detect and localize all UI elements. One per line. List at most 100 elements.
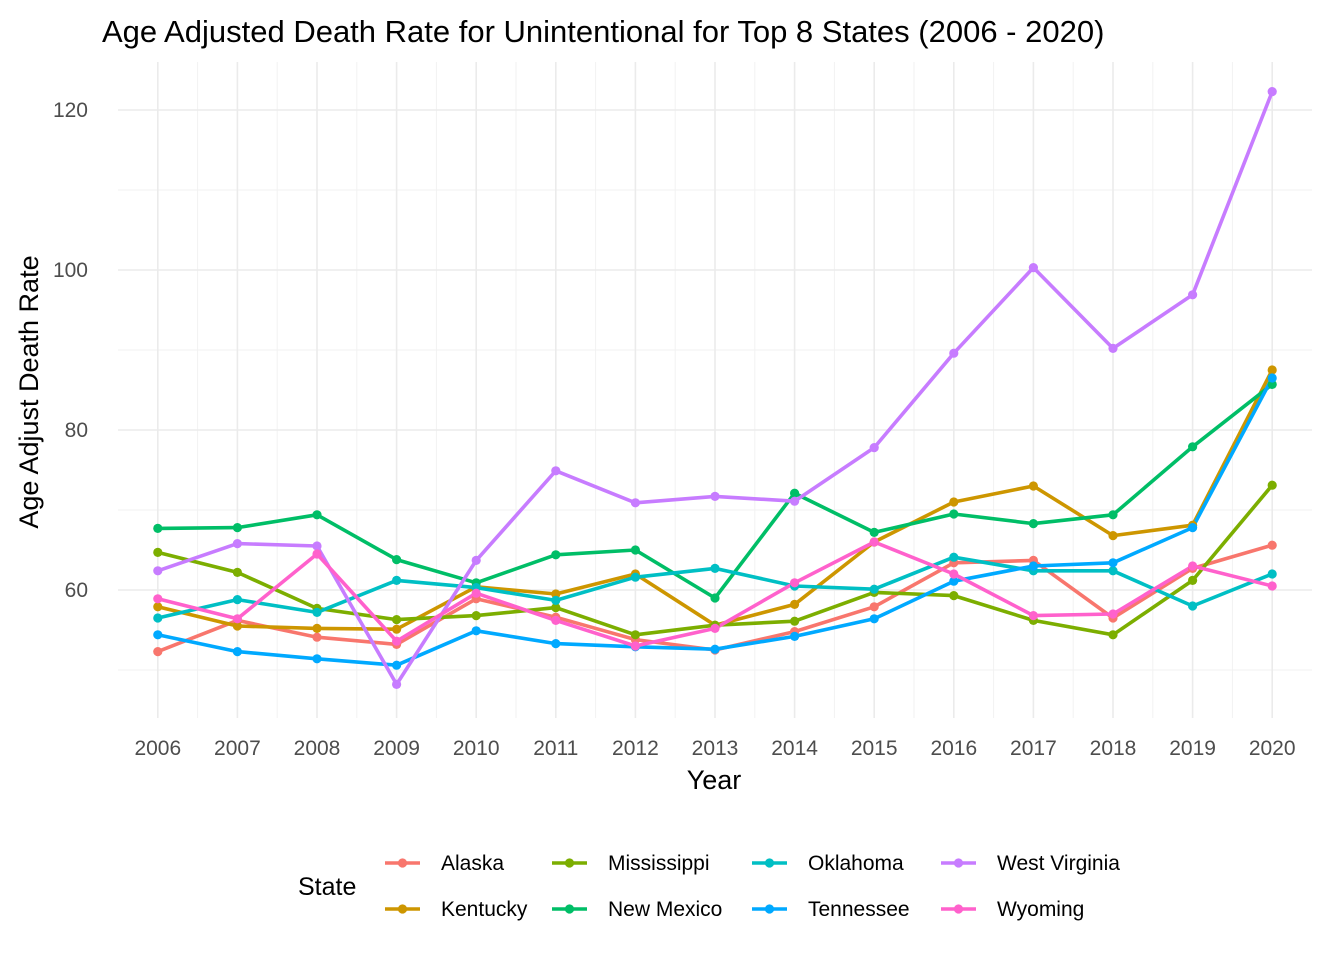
data-point-kentucky (392, 624, 402, 634)
legend: State Alaska Kentucky Mississippi New Mexic… (298, 852, 1120, 921)
data-point-oklahoma (312, 607, 322, 618)
legend-label-oklahoma: Oklahoma (808, 852, 904, 875)
x-tick-label: 2008 (294, 737, 341, 760)
data-point-oklahoma (232, 595, 242, 605)
data-point-wyoming (232, 614, 242, 624)
data-point-kentucky (790, 599, 800, 610)
data-point-west-virginia (630, 498, 641, 508)
y-tick-label: 60 (65, 579, 88, 602)
data-point-new-mexico (551, 550, 561, 560)
data-point-wyoming (949, 569, 959, 579)
legend-key-point-kentucky (397, 904, 408, 914)
legend-key-point-west-virginia (953, 858, 964, 868)
legend-key-point-mississippi (564, 858, 575, 868)
axis-ticks: 2006 2007 2008 2009 2010 2011 2012 2013 2014 2015… (53, 99, 1296, 760)
data-point-wyoming (392, 636, 402, 646)
x-tick-label: 2015 (851, 737, 898, 760)
x-tick-label: 2017 (1010, 737, 1057, 760)
data-point-mississippi (153, 547, 163, 558)
x-tick-label: 2006 (134, 737, 181, 760)
data-point-oklahoma (1267, 569, 1277, 579)
data-point-tennessee (312, 654, 322, 664)
data-point-mississippi (630, 630, 641, 640)
data-point-oklahoma (710, 563, 720, 574)
y-axis-title: Age Adjust Death Rate (14, 255, 44, 528)
data-point-tennessee (232, 647, 242, 657)
data-point-tennessee (1267, 373, 1277, 383)
legend-key-point-alaska (397, 858, 408, 868)
data-point-tennessee (551, 639, 561, 649)
data-point-new-mexico (1267, 379, 1277, 389)
x-tick-label: 2013 (692, 737, 739, 760)
data-point-kentucky (1108, 531, 1118, 541)
data-point-west-virginia (471, 555, 481, 566)
data-point-west-virginia (392, 679, 402, 690)
data-point-alaska (153, 647, 163, 657)
data-point-oklahoma (869, 584, 879, 594)
y-tick-label: 120 (53, 99, 88, 122)
data-point-new-mexico (630, 545, 641, 555)
data-point-alaska (869, 602, 879, 612)
data-point-new-mexico (1028, 519, 1038, 529)
data-point-oklahoma (153, 613, 163, 623)
data-point-kentucky (551, 589, 561, 599)
data-point-west-virginia (153, 566, 163, 576)
data-point-new-mexico (1188, 442, 1198, 452)
data-point-tennessee (1188, 523, 1198, 533)
x-tick-label: 2010 (453, 737, 500, 760)
legend-label-alaska: Alaska (441, 852, 504, 875)
data-point-mississippi (551, 603, 561, 613)
data-point-mississippi (392, 615, 402, 625)
data-point-wyoming (869, 537, 879, 547)
data-point-mississippi (471, 611, 481, 621)
legend-key-point-tennessee (764, 904, 775, 914)
data-point-wyoming (153, 594, 163, 604)
data-point-kentucky (153, 602, 163, 612)
data-point-new-mexico (710, 593, 720, 603)
data-point-mississippi (1267, 480, 1277, 490)
legend-label-west-virginia: West Virginia (997, 852, 1120, 875)
x-tick-label: 2019 (1169, 737, 1216, 760)
data-point-wyoming (1028, 611, 1038, 621)
data-point-mississippi (1188, 575, 1198, 586)
data-point-new-mexico (1108, 510, 1118, 520)
data-point-wyoming (710, 623, 720, 634)
legend-label-tennessee: Tennessee (808, 898, 910, 921)
data-point-west-virginia (1028, 263, 1038, 273)
data-point-new-mexico (232, 523, 242, 533)
data-point-mississippi (232, 567, 242, 578)
data-point-kentucky (312, 623, 322, 634)
data-point-west-virginia (232, 539, 242, 549)
data-point-wyoming (1108, 609, 1118, 619)
data-point-oklahoma (630, 572, 641, 582)
x-tick-label: 2011 (533, 737, 578, 760)
legend-key-point-oklahoma (764, 858, 775, 868)
x-tick-label: 2007 (214, 737, 261, 760)
gridlines (118, 62, 1312, 718)
chart-title: Age Adjusted Death Rate for Unintentiona… (102, 14, 1104, 49)
data-point-oklahoma (551, 595, 561, 606)
data-point-tennessee (790, 631, 800, 642)
y-tick-label: 80 (65, 419, 88, 442)
data-point-west-virginia (551, 466, 561, 476)
data-point-alaska (1267, 540, 1277, 550)
data-point-new-mexico (869, 527, 879, 538)
data-point-tennessee (949, 576, 959, 586)
data-point-new-mexico (949, 509, 959, 519)
data-point-new-mexico (790, 488, 800, 498)
data-point-wyoming (551, 615, 561, 626)
legend-label-kentucky: Kentucky (441, 898, 528, 921)
data-point-new-mexico (392, 555, 402, 565)
data-point-tennessee (710, 644, 720, 654)
data-point-tennessee (869, 614, 879, 624)
data-point-wyoming (471, 588, 481, 598)
data-point-mississippi (949, 591, 959, 601)
legend-key-point-new-mexico (564, 904, 575, 914)
data-point-tennessee (153, 630, 163, 640)
data-point-kentucky (949, 497, 959, 507)
data-point-mississippi (1108, 630, 1118, 640)
x-tick-label: 2020 (1249, 737, 1296, 760)
data-point-west-virginia (710, 491, 720, 501)
data-point-west-virginia (1108, 343, 1118, 353)
data-point-wyoming (630, 641, 641, 651)
